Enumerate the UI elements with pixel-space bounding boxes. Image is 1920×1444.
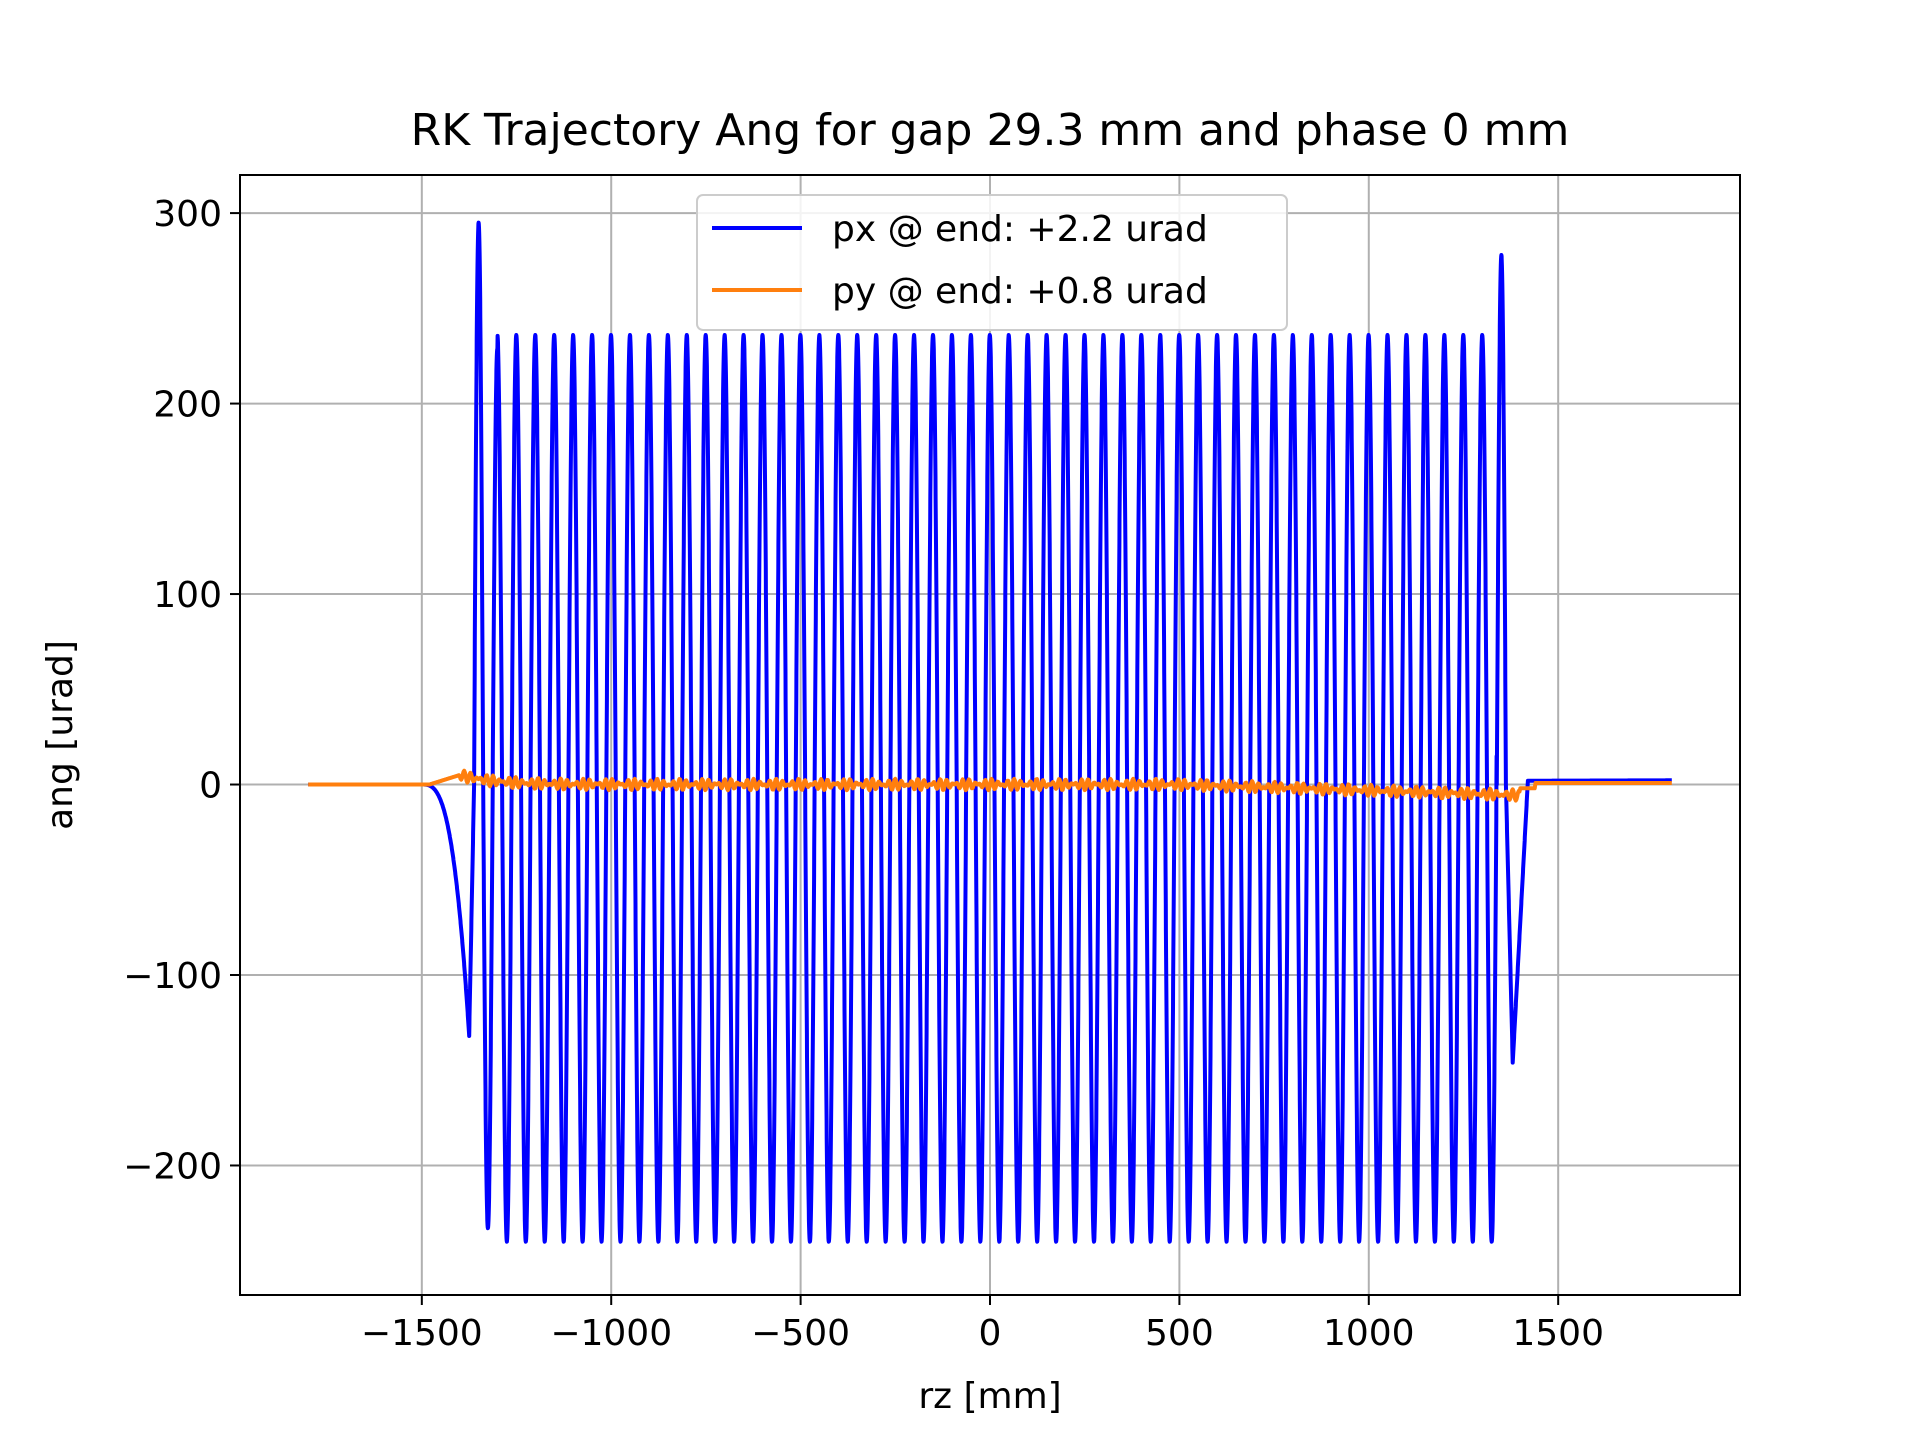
x-tick-label: 1000 — [1323, 1313, 1415, 1354]
x-axis-label: rz [mm] — [918, 1376, 1061, 1417]
x-tick-label: 0 — [979, 1313, 1002, 1354]
y-tick-label: 100 — [153, 575, 222, 616]
chart-title: RK Trajectory Ang for gap 29.3 mm and ph… — [411, 105, 1570, 156]
x-tick-label: −1500 — [361, 1313, 483, 1354]
legend: px @ end: +2.2 urad py @ end: +0.8 urad — [696, 194, 1288, 331]
y-axis-label: ang [urad] — [40, 640, 81, 830]
x-tick-label: 500 — [1145, 1313, 1214, 1354]
legend-label-py: py @ end: +0.8 urad — [832, 271, 1208, 312]
y-tick-label: 300 — [153, 194, 222, 235]
legend-box — [696, 194, 1288, 331]
y-tick-label: 0 — [199, 766, 222, 807]
x-tick-label: −1000 — [550, 1313, 672, 1354]
y-tick-label: 200 — [153, 385, 222, 426]
x-tick-label: −500 — [751, 1313, 850, 1354]
x-tick-label: 1500 — [1512, 1313, 1604, 1354]
series-line-px — [306, 220, 1674, 1244]
y-tick-label: −100 — [123, 956, 222, 997]
y-tick-label: −200 — [123, 1146, 222, 1187]
ticks: −1500 −1000 −500 0 500 1000 1500−200−100010020… — [123, 194, 1604, 1354]
series-layer — [306, 220, 1674, 1244]
series-line-py — [306, 768, 1674, 803]
legend-label-px: px @ end: +2.2 urad — [832, 209, 1208, 250]
